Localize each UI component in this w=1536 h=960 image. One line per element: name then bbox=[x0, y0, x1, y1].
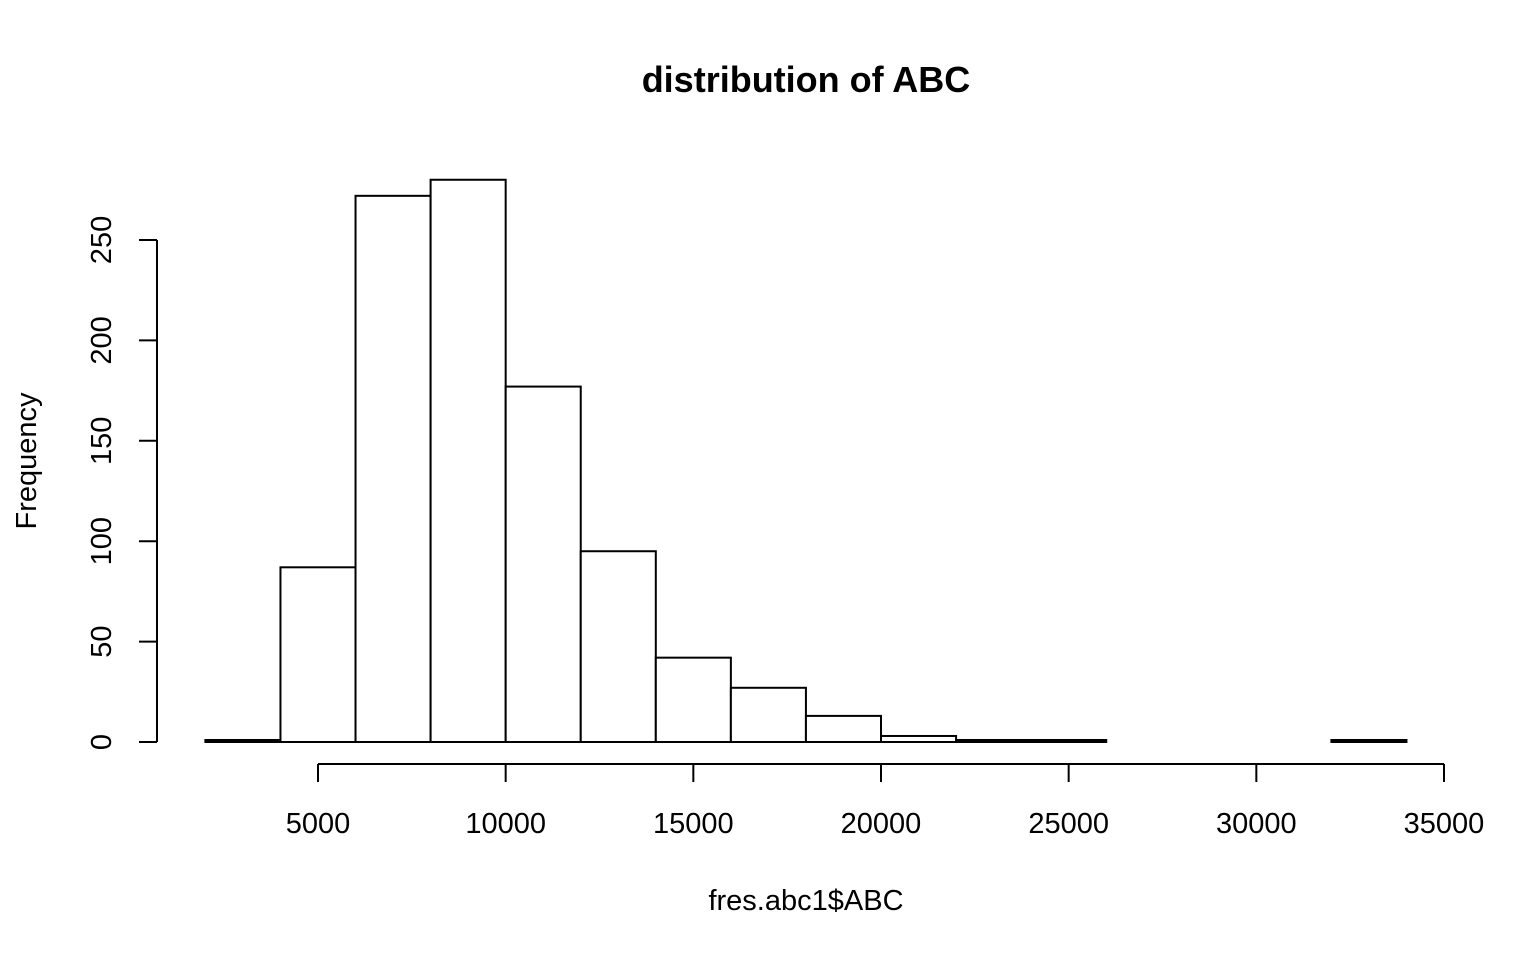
y-axis-label: Frequency bbox=[11, 392, 43, 530]
x-tick-label-6: 35000 bbox=[1404, 808, 1485, 840]
chart-title: distribution of ABC bbox=[642, 59, 971, 100]
histogram-bar-9 bbox=[880, 734, 958, 744]
x-axis-label: fres.abc1$ABC bbox=[708, 885, 903, 917]
histogram-bar-1 bbox=[279, 566, 357, 744]
histogram-bar-5 bbox=[579, 550, 657, 743]
histogram-bar-8 bbox=[804, 714, 883, 743]
histogram-bar-11 bbox=[1030, 738, 1108, 744]
histogram-bar-2 bbox=[354, 194, 432, 744]
histogram-bar-15 bbox=[1330, 738, 1408, 744]
histogram-bar-0 bbox=[204, 738, 282, 744]
histogram-bar-3 bbox=[429, 178, 507, 743]
y-tick-label-1: 50 bbox=[86, 625, 118, 657]
y-tick-label-3: 150 bbox=[86, 417, 118, 465]
histogram-bar-7 bbox=[729, 686, 807, 743]
y-axis: 0 50 100 150 200 250 bbox=[86, 216, 158, 750]
histogram-bar-4 bbox=[504, 385, 582, 743]
y-tick-label-0: 0 bbox=[86, 734, 118, 750]
x-tick-label-3: 20000 bbox=[841, 808, 922, 840]
y-tick-label-5: 250 bbox=[86, 216, 118, 264]
x-tick-label-4: 25000 bbox=[1028, 808, 1109, 840]
y-tick-label-4: 200 bbox=[86, 316, 118, 364]
x-tick-label-2: 15000 bbox=[653, 808, 734, 840]
x-tick-label-0: 5000 bbox=[286, 808, 351, 840]
bars-group bbox=[204, 178, 1408, 744]
histogram-bar-6 bbox=[654, 656, 732, 743]
x-axis: 5000 10000 15000 20000 25000 30000 35000 bbox=[286, 763, 1485, 840]
y-tick-label-2: 100 bbox=[86, 517, 118, 565]
x-tick-label-1: 10000 bbox=[465, 808, 546, 840]
histogram-bar-10 bbox=[955, 738, 1033, 744]
x-tick-label-5: 30000 bbox=[1216, 808, 1297, 840]
